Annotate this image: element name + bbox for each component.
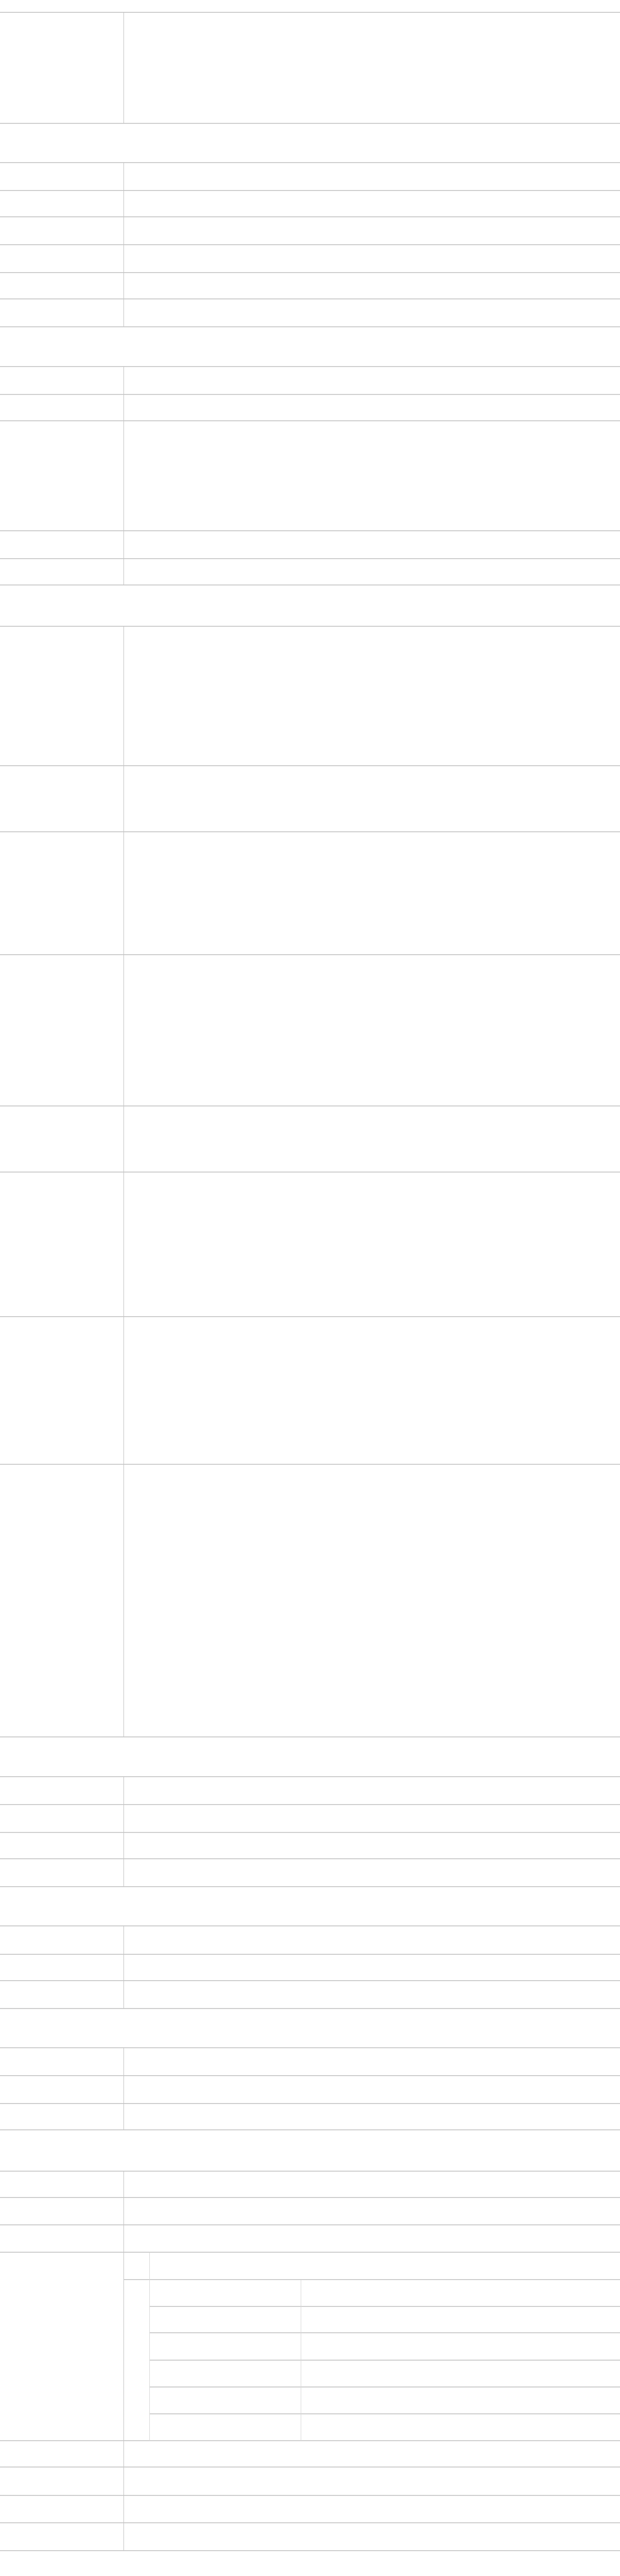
table-row-border [0, 1172, 620, 1173]
table-row-border [0, 584, 620, 586]
table-row-border [0, 123, 620, 124]
table-row-border [0, 2495, 620, 2496]
table-row-border [0, 2129, 620, 2130]
column-divider [123, 12, 124, 123]
table-row-border [0, 366, 620, 367]
table-row-border [0, 530, 620, 531]
table-row-border [0, 2550, 620, 2551]
table-row-border [0, 2252, 620, 2253]
table-row-border [0, 2467, 620, 2468]
nested-row-border [123, 2279, 620, 2280]
table-row-border [0, 2008, 620, 2009]
table-row-border [0, 765, 620, 766]
table-row-border [0, 1858, 620, 1859]
table-row-border [0, 2522, 620, 2523]
table-row-border [0, 394, 620, 395]
column-divider [123, 626, 124, 1737]
nested-row-border [149, 2332, 620, 2333]
nested-row-border [149, 2306, 620, 2307]
table-row-border [0, 1925, 620, 1926]
table-row-border [0, 2047, 620, 2048]
nested-row-border [149, 2413, 620, 2414]
table-row-border [0, 190, 620, 191]
column-divider [123, 367, 124, 585]
table-row-border [0, 244, 620, 245]
table-row-border [0, 162, 620, 163]
column-divider [123, 1926, 124, 2009]
table-row-border [0, 2103, 620, 2104]
table-row-border [0, 298, 620, 299]
table-row-border [0, 2197, 620, 2198]
table-row-border [0, 1464, 620, 1465]
column-divider [123, 163, 124, 327]
table-row-border [0, 1886, 620, 1887]
table-row-border [0, 326, 620, 327]
table-row-border [0, 1736, 620, 1737]
nested-row-border [149, 2387, 620, 2388]
table-row-border [0, 12, 620, 13]
table-row-border [0, 1105, 620, 1107]
column-divider [123, 1777, 124, 1887]
table-row-border [0, 2224, 620, 2225]
table-row-border [0, 1316, 620, 1317]
table-row-border [0, 2440, 620, 2441]
table-row-border [0, 1954, 620, 1955]
nested-row-border [149, 2360, 620, 2361]
table-row-border [0, 216, 620, 217]
table-row-border [0, 626, 620, 627]
table-row-border [0, 1776, 620, 1777]
table-row-border [0, 1832, 620, 1833]
table-row-border [0, 2171, 620, 2172]
column-divider [123, 2171, 124, 2551]
nested-column-divider [149, 2252, 150, 2441]
table-row-border [0, 954, 620, 955]
table-row-border [0, 2075, 620, 2076]
table-row-border [0, 420, 620, 421]
table-row-border [0, 1980, 620, 1981]
table-row-border [0, 272, 620, 273]
table-row-border [0, 1804, 620, 1805]
table-row-border [0, 558, 620, 559]
table-row-border [0, 831, 620, 832]
column-divider [123, 2048, 124, 2130]
